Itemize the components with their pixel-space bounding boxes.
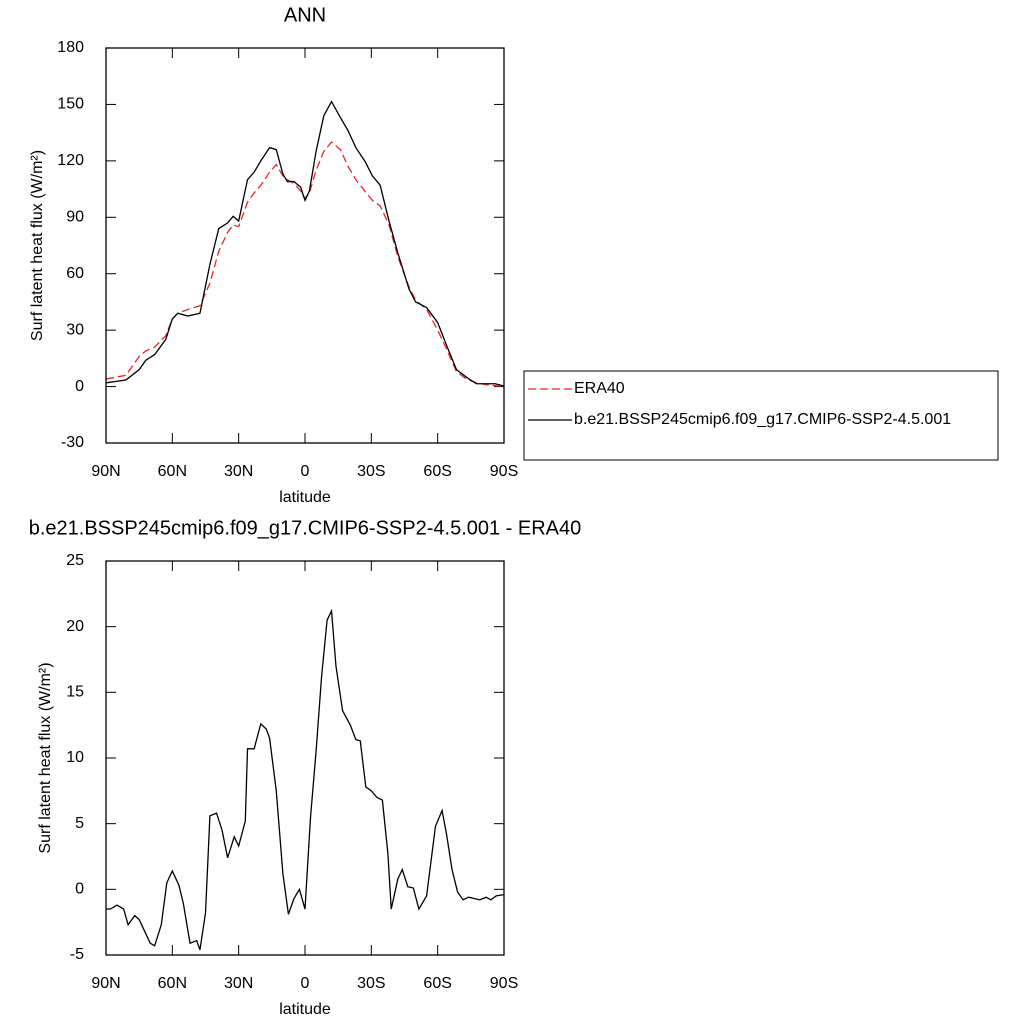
x-tick-label: 90S bbox=[490, 975, 518, 992]
y-tick-label: 120 bbox=[57, 152, 84, 169]
legend-label: b.e21.BSSP245cmip6.f09_g17.CMIP6-SSP2-4.… bbox=[574, 411, 951, 428]
y-tick-label: 0 bbox=[75, 881, 84, 898]
y-axis-label: Surf latent heat flux (W/m²) bbox=[37, 662, 54, 853]
x-axis-label: latitude bbox=[279, 489, 331, 506]
legend-label: ERA40 bbox=[574, 380, 625, 397]
y-tick-label: 150 bbox=[57, 96, 84, 113]
legend-box bbox=[523, 370, 999, 461]
chart-title: b.e21.BSSP245cmip6.f09_g17.CMIP6-SSP2-4.… bbox=[29, 517, 582, 539]
x-tick-label: 60S bbox=[423, 463, 451, 480]
y-tick-label: 5 bbox=[75, 815, 84, 832]
y-tick-label: 10 bbox=[66, 749, 84, 766]
x-tick-label: 90N bbox=[91, 975, 120, 992]
plot-frame bbox=[105, 560, 505, 956]
y-tick-label: -5 bbox=[70, 946, 84, 963]
y-tick-label: 60 bbox=[66, 265, 84, 282]
y-tick-label: 0 bbox=[75, 378, 84, 395]
x-tick-label: 0 bbox=[301, 463, 310, 480]
y-tick-label: 90 bbox=[66, 209, 84, 226]
x-tick-label: 60N bbox=[158, 975, 187, 992]
x-tick-label: 30S bbox=[357, 975, 385, 992]
y-tick-label: 15 bbox=[66, 684, 84, 701]
x-tick-label: 60S bbox=[423, 975, 451, 992]
data-line bbox=[106, 608, 505, 950]
x-tick-label: 30N bbox=[224, 463, 253, 480]
y-tick-label: 25 bbox=[66, 552, 84, 569]
x-tick-label: 60N bbox=[158, 463, 187, 480]
x-tick-label: 30N bbox=[224, 975, 253, 992]
chart-title: ANN bbox=[284, 4, 326, 26]
x-tick-label: 0 bbox=[301, 975, 310, 992]
y-tick-label: -30 bbox=[61, 434, 84, 451]
x-tick-label: 90S bbox=[490, 463, 518, 480]
y-tick-label: 20 bbox=[66, 618, 84, 635]
x-axis-label: latitude bbox=[279, 1001, 331, 1018]
data-line bbox=[105, 100, 505, 387]
y-axis-label: Surf latent heat flux (W/m²) bbox=[29, 150, 46, 341]
x-tick-label: 90N bbox=[91, 463, 120, 480]
x-tick-label: 30S bbox=[357, 463, 385, 480]
plot-frame bbox=[105, 47, 505, 444]
data-line bbox=[105, 141, 505, 388]
y-tick-label: 180 bbox=[57, 39, 84, 56]
y-tick-label: 30 bbox=[66, 321, 84, 338]
